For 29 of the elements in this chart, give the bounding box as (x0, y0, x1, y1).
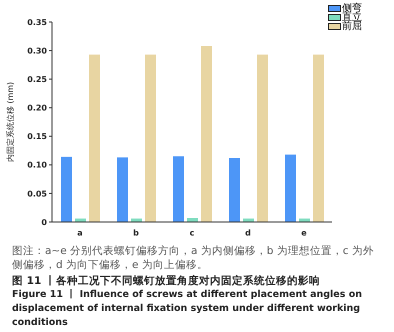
bar (145, 54, 156, 222)
bar (285, 154, 296, 222)
y-tick-label: 0.10 (27, 160, 48, 170)
bar (89, 54, 100, 222)
y-tick-label: 0.15 (27, 132, 48, 142)
y-tick-label: 0.35 (27, 18, 48, 27)
y-axis-title: 内固定系统位移 (mm) (6, 82, 15, 162)
y-tick-label: 0.25 (27, 74, 48, 84)
text: 图 11 丨各种工况下不同螺钉放置角度对内固定系统位移的影响 (12, 274, 321, 288)
y-tick-label: 0.20 (27, 104, 48, 113)
legend-label: 侧弯 (342, 3, 362, 14)
y-tick-label: 0.05 (27, 189, 48, 198)
x-tick-label: d (245, 228, 252, 238)
bar (61, 156, 72, 222)
bar (229, 158, 240, 222)
x-tick-label: a (77, 228, 83, 238)
bar (257, 54, 268, 222)
text: Figure 11 丨 Influence of screws at different placement angles on displacement of internal fixation system under different working conditions (12, 288, 364, 330)
x-tick-label: b (133, 228, 140, 238)
bar (313, 54, 324, 222)
bar (117, 157, 128, 222)
bar (173, 156, 184, 222)
y-tick-label: 0 (41, 218, 48, 227)
x-tick-label: c (190, 228, 195, 238)
y-tick-label: 0.30 (27, 46, 48, 56)
bar (201, 46, 212, 222)
x-tick-label: e (301, 228, 308, 238)
legend-label: 前屈 (342, 21, 362, 32)
text: 图注：a~e 分别代表螺钉偏移方向，a 为内侧偏移，b 为理想位置，c 为外侧偏移，d 为向下偏移，e 为向上偏移。 (12, 244, 375, 272)
